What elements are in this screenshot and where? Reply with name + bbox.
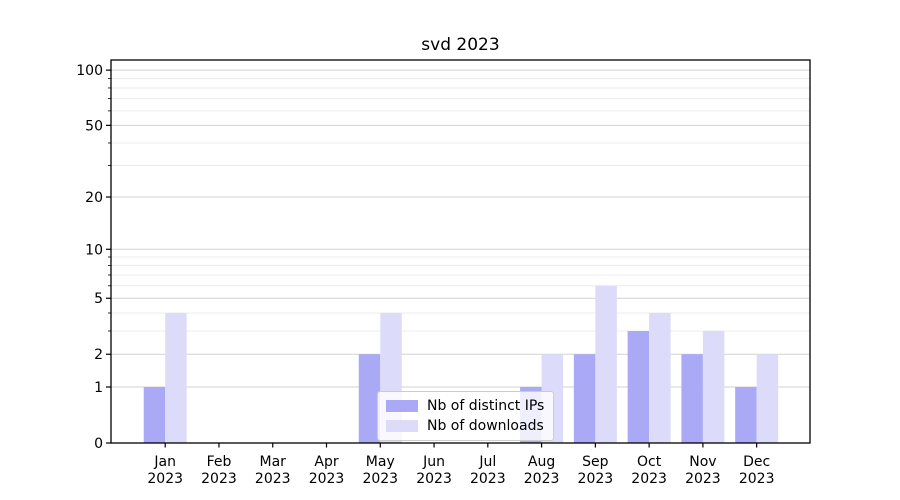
- y-tick-label: 5: [94, 291, 103, 307]
- bar-distinct-ips-may: [358, 354, 381, 443]
- legend-swatch-distinct-ips: [386, 400, 418, 412]
- legend-entry-distinct-ips: Nb of distinct IPs: [386, 398, 544, 414]
- x-tick-label: Oct 2023: [631, 454, 667, 487]
- x-tick-label: Jul 2023: [470, 454, 506, 487]
- legend-entry-downloads: Nb of downloads: [386, 418, 544, 434]
- bar-distinct-ips-oct: [627, 330, 650, 443]
- legend: Nb of distinct IPs Nb of downloads: [377, 391, 555, 441]
- y-tick-label: 10: [85, 242, 103, 258]
- chart-title: svd 2023: [421, 35, 500, 55]
- plot-frame: [110, 59, 811, 444]
- legend-label-downloads: Nb of downloads: [427, 418, 544, 434]
- bar-distinct-ips-sep: [573, 354, 596, 443]
- bar-distinct-ips-nov: [681, 354, 703, 443]
- x-tick-label: May 2023: [362, 454, 398, 487]
- x-tick-label: Dec 2023: [739, 454, 775, 487]
- bar-downloads-nov: [702, 330, 725, 443]
- y-tick-label: 1: [94, 380, 103, 396]
- bar-distinct-ips-jan: [143, 386, 166, 443]
- y-tick-label: 20: [85, 190, 103, 206]
- y-tick-label: 100: [76, 63, 103, 79]
- x-tick-label: Jun 2023: [416, 454, 452, 487]
- bar-downloads-oct: [649, 312, 671, 443]
- x-tick-label: Nov 2023: [685, 454, 721, 487]
- y-tick-label: 0: [94, 436, 103, 452]
- legend-label-distinct-ips: Nb of distinct IPs: [427, 398, 545, 414]
- bar-downloads-jan: [165, 312, 187, 443]
- x-tick-label: Aug 2023: [524, 454, 560, 487]
- y-tick-label: 50: [85, 118, 103, 134]
- bar-distinct-ips-dec: [735, 386, 757, 443]
- x-tick-label: Mar 2023: [255, 454, 291, 487]
- bar-downloads-sep: [595, 285, 617, 443]
- legend-swatch-downloads: [386, 420, 418, 432]
- x-tick-label: Jan 2023: [147, 454, 183, 487]
- x-tick-label: Apr 2023: [309, 454, 345, 487]
- bar-downloads-dec: [756, 354, 779, 443]
- x-tick-label: Sep 2023: [578, 454, 614, 487]
- y-tick-label: 2: [94, 347, 103, 363]
- x-tick-label: Feb 2023: [201, 454, 237, 487]
